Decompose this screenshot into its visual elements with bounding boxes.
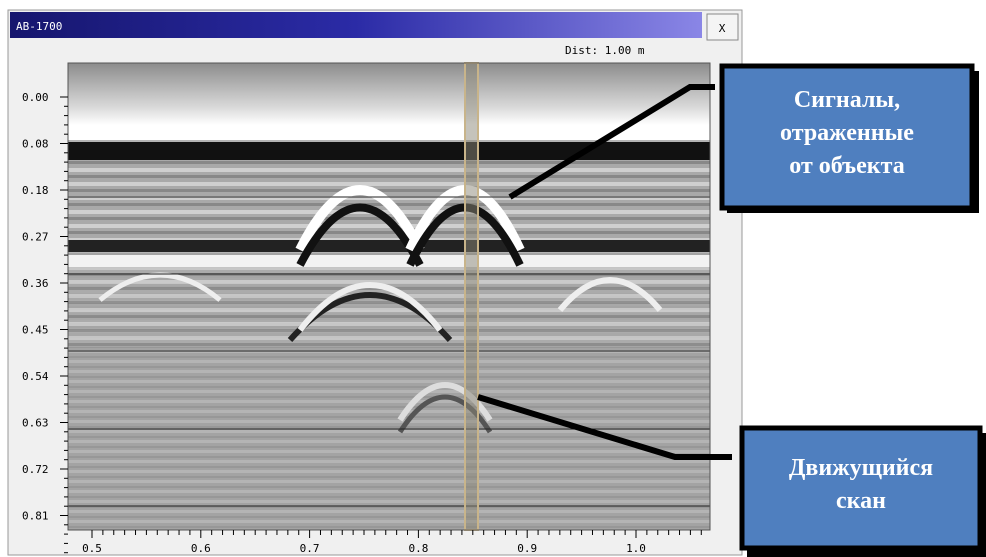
depth-label: 0.00 — [22, 91, 49, 104]
callout-text: от объекта — [789, 153, 904, 179]
depth-label: 0.81 — [22, 510, 49, 523]
depth-label: 0.18 — [22, 184, 49, 197]
distance-label: 0.9 — [517, 542, 537, 555]
distance-label: 0.7 — [300, 542, 320, 555]
callout-text: отраженные — [780, 120, 914, 146]
window-title: AB-1700 — [16, 20, 62, 33]
distance-label: 0.5 — [82, 542, 102, 555]
title-bar — [10, 12, 702, 38]
moving-scan — [465, 63, 478, 530]
depth-label: 0.54 — [22, 370, 49, 383]
depth-label: 0.63 — [22, 417, 49, 430]
close-label[interactable]: X — [719, 22, 726, 35]
band — [68, 255, 710, 267]
band — [68, 240, 710, 252]
status-text: Dist: 1.00 m — [565, 44, 645, 57]
depth-label: 0.72 — [22, 463, 49, 476]
callout-text: скан — [836, 488, 886, 514]
callout-text: Движущийся — [789, 455, 933, 481]
depth-label: 0.36 — [22, 277, 49, 290]
band — [68, 63, 710, 125]
depth-label: 0.27 — [22, 231, 49, 244]
distance-label: 0.6 — [191, 542, 211, 555]
distance-label: 1.0 — [626, 542, 646, 555]
depth-label: 0.08 — [22, 138, 49, 151]
screen: AB-1700 X Dist: 1.00 m 0.00 0.08 0.18 0.27 0… — [0, 0, 986, 557]
depth-label: 0.45 — [22, 324, 49, 337]
distance-label: 0.8 — [408, 542, 428, 555]
callout-text: Сигналы, — [794, 87, 900, 113]
band — [68, 142, 710, 160]
